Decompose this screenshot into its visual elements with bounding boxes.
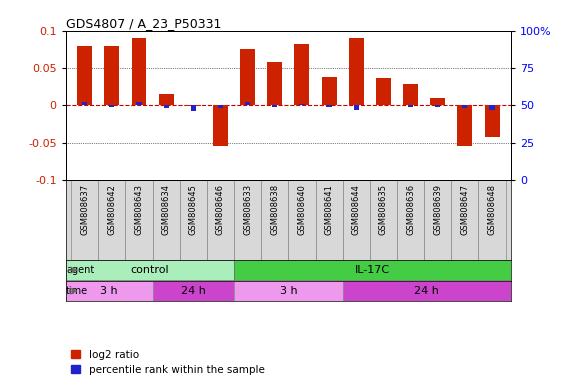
Bar bbox=[349, 38, 364, 105]
Text: GSM808635: GSM808635 bbox=[379, 184, 388, 235]
Bar bbox=[82, 103, 87, 105]
Bar bbox=[295, 44, 309, 105]
Bar bbox=[245, 103, 250, 105]
Bar bbox=[159, 94, 174, 105]
Text: GSM808637: GSM808637 bbox=[80, 184, 89, 235]
Text: IL-17C: IL-17C bbox=[355, 265, 390, 275]
Bar bbox=[131, 38, 146, 105]
Bar bbox=[403, 84, 418, 105]
Bar bbox=[152, 180, 180, 260]
Bar bbox=[463, 105, 468, 108]
Text: GSM808636: GSM808636 bbox=[406, 184, 415, 235]
Bar bbox=[370, 180, 397, 260]
Bar bbox=[261, 180, 288, 260]
Bar bbox=[478, 180, 505, 260]
Bar bbox=[136, 103, 142, 105]
Bar bbox=[327, 105, 332, 107]
Bar bbox=[234, 260, 511, 280]
Bar bbox=[234, 180, 261, 260]
Text: control: control bbox=[131, 265, 169, 275]
Bar bbox=[316, 180, 343, 260]
Bar bbox=[180, 180, 207, 260]
Bar bbox=[424, 180, 451, 260]
Bar bbox=[234, 281, 343, 301]
Bar bbox=[126, 180, 152, 260]
Bar bbox=[376, 78, 391, 105]
Bar bbox=[457, 105, 472, 146]
Bar bbox=[152, 281, 234, 301]
Bar bbox=[186, 105, 201, 106]
Bar bbox=[299, 104, 304, 105]
Bar bbox=[343, 281, 511, 301]
Text: GSM808634: GSM808634 bbox=[162, 184, 171, 235]
Bar bbox=[408, 105, 413, 107]
Bar bbox=[77, 46, 92, 105]
Bar bbox=[267, 62, 282, 105]
Bar bbox=[163, 105, 169, 108]
Bar bbox=[435, 105, 440, 107]
Text: GSM808643: GSM808643 bbox=[135, 184, 143, 235]
Bar bbox=[288, 180, 316, 260]
Text: GSM808648: GSM808648 bbox=[488, 184, 497, 235]
Text: GSM808633: GSM808633 bbox=[243, 184, 252, 235]
Bar bbox=[191, 105, 196, 111]
Text: 3 h: 3 h bbox=[280, 286, 297, 296]
Bar bbox=[240, 50, 255, 105]
Bar bbox=[397, 180, 424, 260]
Bar bbox=[272, 105, 278, 107]
Text: GSM808647: GSM808647 bbox=[460, 184, 469, 235]
Bar bbox=[207, 180, 234, 260]
Text: GDS4807 / A_23_P50331: GDS4807 / A_23_P50331 bbox=[66, 17, 221, 30]
Bar bbox=[104, 46, 119, 105]
Bar bbox=[343, 180, 370, 260]
Text: GSM808645: GSM808645 bbox=[189, 184, 198, 235]
Text: time: time bbox=[66, 286, 89, 296]
Bar bbox=[218, 105, 223, 108]
Legend: log2 ratio, percentile rank within the sample: log2 ratio, percentile rank within the s… bbox=[71, 350, 264, 375]
Text: 24 h: 24 h bbox=[181, 286, 206, 296]
Bar bbox=[98, 180, 126, 260]
Text: GSM808641: GSM808641 bbox=[324, 184, 333, 235]
Bar bbox=[431, 98, 445, 105]
Bar bbox=[321, 77, 336, 105]
Text: GSM808644: GSM808644 bbox=[352, 184, 361, 235]
Text: agent: agent bbox=[66, 265, 94, 275]
Bar bbox=[485, 105, 500, 137]
Bar bbox=[71, 180, 98, 260]
Bar bbox=[353, 105, 359, 110]
Bar bbox=[109, 105, 114, 107]
Text: GSM808642: GSM808642 bbox=[107, 184, 116, 235]
Text: GSM808638: GSM808638 bbox=[270, 184, 279, 235]
Text: GSM808646: GSM808646 bbox=[216, 184, 225, 235]
Bar bbox=[213, 105, 228, 146]
Text: GSM808640: GSM808640 bbox=[297, 184, 307, 235]
Text: 3 h: 3 h bbox=[100, 286, 118, 296]
Bar bbox=[66, 281, 152, 301]
Bar bbox=[451, 180, 478, 260]
Bar bbox=[66, 260, 234, 280]
Text: 24 h: 24 h bbox=[415, 286, 439, 296]
Text: GSM808639: GSM808639 bbox=[433, 184, 442, 235]
Bar bbox=[489, 105, 494, 110]
